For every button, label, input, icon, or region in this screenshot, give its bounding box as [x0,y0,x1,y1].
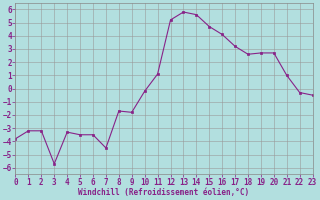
X-axis label: Windchill (Refroidissement éolien,°C): Windchill (Refroidissement éolien,°C) [78,188,250,197]
